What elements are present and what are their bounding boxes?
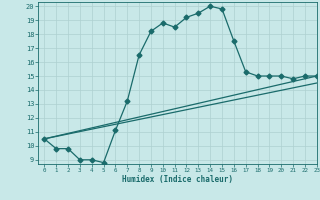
X-axis label: Humidex (Indice chaleur): Humidex (Indice chaleur): [122, 175, 233, 184]
